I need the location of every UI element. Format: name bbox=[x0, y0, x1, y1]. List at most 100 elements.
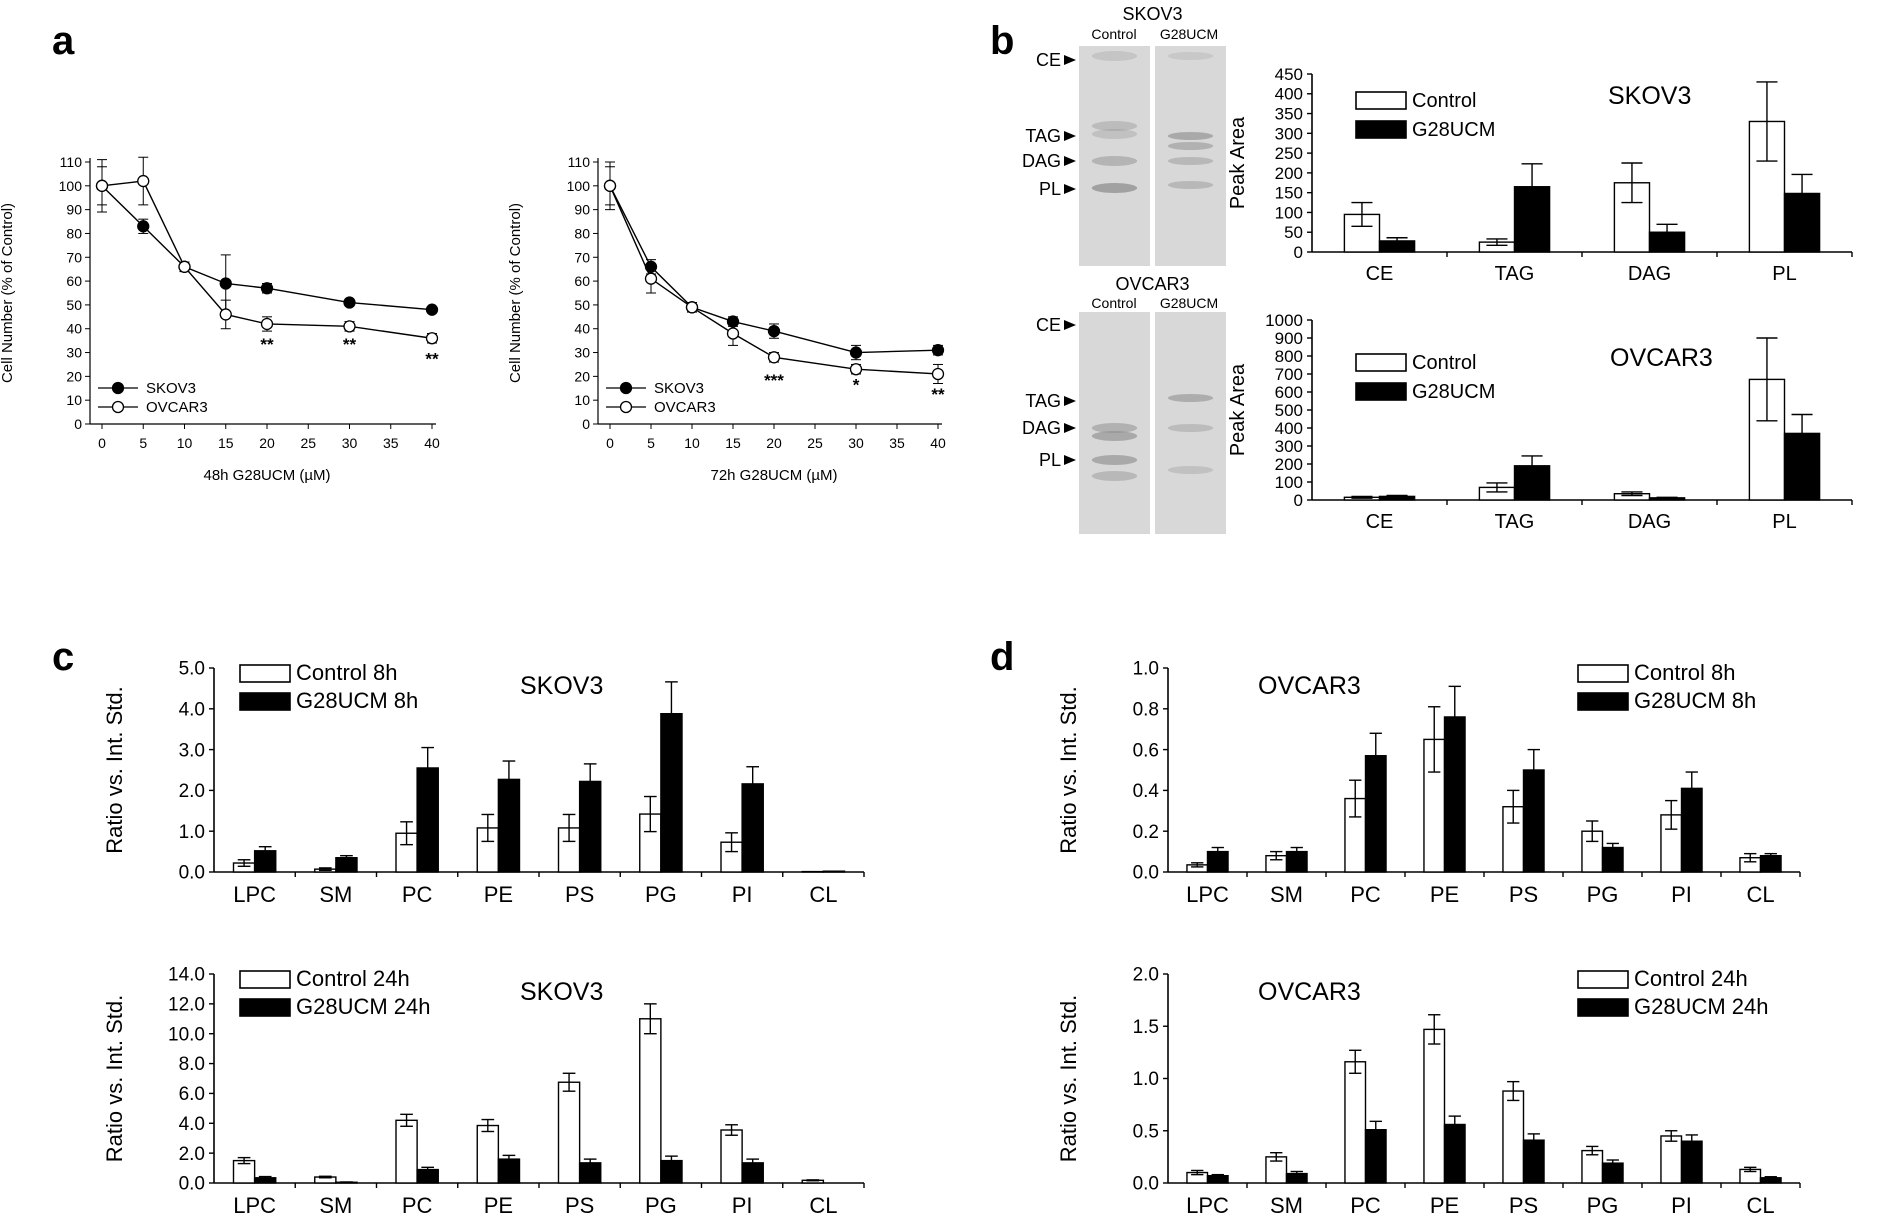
y-axis-label: Cell Number (% of Control) bbox=[507, 203, 524, 383]
x-tick-label: 30 bbox=[342, 435, 358, 451]
x-tick-label: PG bbox=[1587, 1193, 1619, 1218]
chart-c2: 0.0 2.0 4.0 6.0 8.0 10.0 12.0 14.0 LPC SM PC PE PS PG… bbox=[102, 965, 865, 1218]
y-tick-label: 100 bbox=[567, 178, 591, 194]
y-tick-label: 1000 bbox=[1265, 311, 1303, 330]
legend-swatch bbox=[1355, 91, 1407, 110]
y-tick-label: 0 bbox=[74, 416, 82, 432]
chart-d2: 0.0 0.5 1.0 1.5 2.0 LPC SM PC PE PS PG PI CL OVCAR3 Co… bbox=[1056, 965, 1801, 1218]
x-tick-label: PS bbox=[565, 1193, 594, 1218]
data-point-ovcar3 bbox=[931, 367, 945, 381]
legend-swatch bbox=[239, 692, 291, 711]
y-tick-label: 700 bbox=[1275, 365, 1303, 384]
blot-band bbox=[1091, 121, 1138, 131]
x-tick-label: PI bbox=[1671, 882, 1692, 907]
y-tick-label: 2.0 bbox=[179, 1144, 205, 1165]
x-tick-label: TAG bbox=[1495, 511, 1535, 533]
x-tick-label: SM bbox=[1270, 1193, 1303, 1218]
arrow-icon bbox=[1064, 184, 1076, 194]
x-tick-label: PS bbox=[1509, 1193, 1538, 1218]
y-tick-label: 20 bbox=[66, 368, 82, 384]
bar-control-24h bbox=[1660, 1135, 1683, 1184]
panel-label-c: c bbox=[52, 635, 74, 679]
x-tick-label: 25 bbox=[300, 435, 316, 451]
legend-swatch bbox=[1355, 353, 1407, 372]
significance-marker: ** bbox=[425, 349, 439, 368]
bar-control-24h bbox=[557, 1081, 581, 1184]
blot-band bbox=[1167, 466, 1214, 474]
chart-title: OVCAR3 bbox=[1258, 978, 1361, 1006]
data-point-ovcar3 bbox=[178, 260, 191, 273]
x-tick-label: 30 bbox=[848, 435, 864, 451]
series-line-ovcar3 bbox=[101, 180, 433, 339]
legend-label: Control 24h bbox=[296, 966, 410, 991]
y-tick-label: 0.6 bbox=[1133, 740, 1159, 761]
blot-marker-label: TAG bbox=[1025, 391, 1061, 411]
x-tick-label: 0 bbox=[98, 435, 106, 451]
y-tick-label: 0 bbox=[1294, 243, 1303, 262]
x-tick-label: CE bbox=[1366, 511, 1394, 533]
blot-band bbox=[1091, 431, 1138, 441]
legend-label: G28UCM bbox=[1412, 119, 1495, 141]
bar-g28ucm-24h bbox=[1522, 1139, 1545, 1184]
x-axis-label: 48h G28UCM (µM) bbox=[203, 467, 330, 484]
y-tick-label: 1.0 bbox=[1133, 1069, 1159, 1090]
y-tick-label: 50 bbox=[574, 297, 590, 313]
y-tick-label: 6.0 bbox=[179, 1084, 205, 1105]
y-tick-label: 90 bbox=[66, 202, 82, 218]
blot-band bbox=[1167, 157, 1214, 165]
data-point-skov3 bbox=[137, 220, 150, 233]
significance-marker: * bbox=[853, 376, 860, 395]
legend-label: G28UCM 8h bbox=[1634, 688, 1756, 713]
x-tick-label: LPC bbox=[233, 1193, 276, 1218]
y-tick-label: 450 bbox=[1275, 65, 1303, 84]
x-tick-label: SM bbox=[319, 882, 352, 907]
legend-marker bbox=[111, 400, 125, 414]
x-tick-label: SM bbox=[1270, 882, 1303, 907]
bar-control-24h bbox=[639, 1018, 662, 1184]
y-tick-label: 100 bbox=[1275, 203, 1303, 222]
x-tick-label: PG bbox=[645, 1193, 677, 1218]
x-tick-label: CL bbox=[809, 1193, 837, 1218]
x-tick-label: DAG bbox=[1628, 511, 1671, 533]
x-tick-label: 15 bbox=[218, 435, 234, 451]
x-tick-label: 20 bbox=[766, 435, 782, 451]
y-tick-label: 50 bbox=[1284, 223, 1303, 242]
x-tick-label: 15 bbox=[725, 435, 741, 451]
data-point-skov3 bbox=[219, 277, 232, 290]
y-axis-label: Cell Number (% of Control) bbox=[0, 203, 16, 383]
chart-a1: 0 10 20 30 40 50 60 70 80 90 100 110 0 5 10 15 20 25 30 35 4… bbox=[0, 154, 440, 484]
x-tick-label: PE bbox=[484, 882, 513, 907]
blot-marker-label: TAG bbox=[1025, 126, 1061, 146]
y-axis-label: Ratio vs. Int. Std. bbox=[102, 686, 127, 854]
x-axis-label: 72h G28UCM (µM) bbox=[710, 467, 837, 484]
significance-marker: ** bbox=[931, 385, 945, 404]
x-tick-label: TAG bbox=[1495, 263, 1535, 285]
y-tick-label: 150 bbox=[1275, 184, 1303, 203]
blot-band bbox=[1167, 52, 1214, 60]
blot-title: SKOV3 bbox=[1122, 4, 1182, 24]
blot-marker-label: CE bbox=[1036, 50, 1061, 70]
y-tick-label: 400 bbox=[1275, 85, 1303, 104]
chart-title: SKOV3 bbox=[520, 672, 603, 700]
data-point-ovcar3 bbox=[219, 308, 232, 321]
y-tick-label: 1.0 bbox=[1133, 659, 1159, 680]
legend-swatch bbox=[1355, 382, 1407, 401]
y-tick-label: 600 bbox=[1275, 383, 1303, 402]
arrow-icon bbox=[1064, 423, 1076, 433]
arrow-icon bbox=[1064, 320, 1076, 330]
chart-title: SKOV3 bbox=[1608, 82, 1691, 110]
arrow-icon bbox=[1064, 131, 1076, 141]
y-tick-label: 60 bbox=[66, 273, 82, 289]
x-tick-label: 0 bbox=[606, 435, 614, 451]
legend-label: Control 8h bbox=[1634, 660, 1736, 685]
data-point-skov3 bbox=[931, 344, 945, 357]
tlc-blot-skov3: SKOV3 Control G28UCM CE TAG DAG PL bbox=[1022, 4, 1226, 266]
x-tick-label: PS bbox=[565, 882, 594, 907]
y-tick-label: 0.0 bbox=[1133, 863, 1159, 884]
bar-g28ucm-8h bbox=[822, 870, 846, 873]
significance-marker: *** bbox=[764, 371, 784, 390]
legend-label: G28UCM bbox=[1412, 381, 1495, 403]
blot-title: OVCAR3 bbox=[1115, 274, 1189, 294]
data-point-skov3 bbox=[260, 282, 274, 295]
